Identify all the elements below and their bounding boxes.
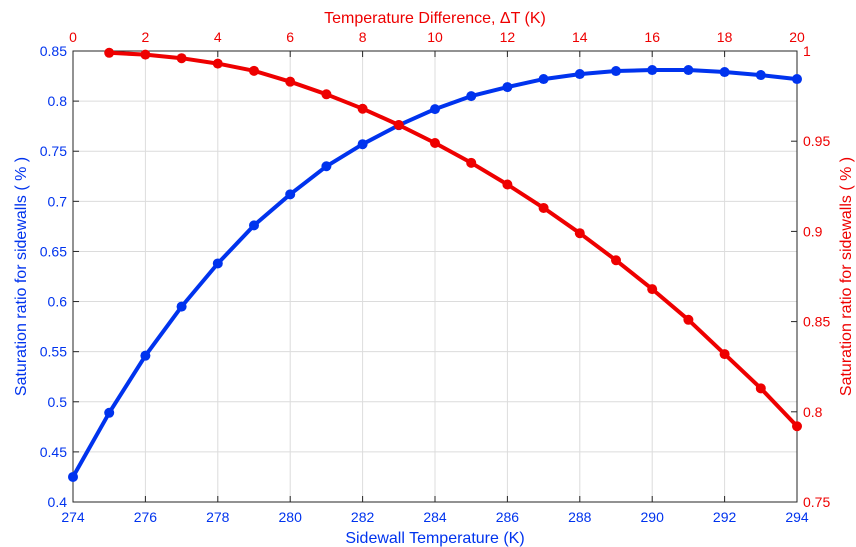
x-top-tick-label: 2 [142, 29, 150, 45]
series-2-point [321, 89, 332, 100]
series-1-point [611, 66, 621, 77]
x-bottom-tick-label: 284 [423, 509, 447, 525]
series-2-point [538, 202, 549, 213]
series-2-point [466, 157, 477, 168]
x-bottom-tick-label: 294 [785, 509, 809, 525]
series-1-point [574, 69, 585, 80]
y-right-tick-label: 0.85 [803, 314, 830, 330]
x-top-tick-label: 14 [572, 29, 588, 45]
x-top-tick-label: 10 [427, 29, 443, 45]
y-right-tick-label: 0.75 [803, 494, 830, 510]
y-axis-right-label: Saturation ratio for sidewalls ( % ) [838, 157, 855, 396]
series-2-point [792, 421, 802, 432]
series-2-point [755, 383, 766, 394]
x-axis-top-label-tail: T (K) [511, 10, 546, 27]
x-bottom-tick-label: 292 [713, 509, 737, 525]
y-left-tick-label: 0.4 [48, 494, 68, 510]
series-1-point [357, 139, 368, 150]
x-axis-top-label-main: Temperature Difference, [324, 10, 500, 27]
x-bottom-tick-label: 286 [496, 509, 520, 525]
series-1-point [502, 82, 513, 93]
series-2-point [357, 103, 368, 114]
series-1-point [430, 104, 440, 115]
series-1-point [538, 74, 549, 85]
series-2-line [107, 50, 799, 429]
series [68, 47, 802, 482]
grid [72, 50, 798, 503]
series-2-point [393, 119, 404, 130]
x-axis-top-label: Temperature Difference, ΔT (K) [324, 10, 546, 27]
series-2-point [574, 228, 585, 239]
series-1-point [104, 407, 115, 418]
series-2-point [719, 349, 730, 360]
series-1-point [68, 471, 78, 482]
x-bottom-tick-label: 280 [279, 509, 303, 525]
series-2-point [140, 49, 151, 60]
series-1-point [176, 301, 187, 312]
series-1-point [792, 74, 802, 85]
x-bottom-tick-label: 290 [641, 509, 665, 525]
series-1-point [212, 258, 223, 269]
y-axis-left-label: Saturation ratio for sidewalls ( % ) [13, 157, 30, 396]
series-1-point [647, 65, 658, 76]
x-axis-bottom-label: Sidewall Temperature (K) [345, 530, 524, 547]
series-1-point [285, 189, 296, 200]
x-top-tick-label: 16 [644, 29, 660, 45]
x-top-tick-label: 12 [500, 29, 516, 45]
y-left-tick-label: 0.8 [48, 93, 68, 109]
x-bottom-tick-label: 288 [568, 509, 592, 525]
series-2-point [430, 138, 440, 149]
y-right-tick-label: 0.9 [803, 223, 823, 239]
series-2-point [611, 255, 621, 266]
x-top-tick-label: 18 [717, 29, 733, 45]
y-right-tick-label: 1 [803, 43, 811, 59]
series-1-point [140, 350, 151, 361]
y-right-tick-label: 0.8 [803, 404, 823, 420]
series-2-point [647, 284, 658, 295]
y-right-tick-label: 0.95 [803, 133, 830, 149]
series-2-point [176, 53, 187, 64]
series-2-point [683, 314, 694, 325]
x-bottom-tick-label: 278 [206, 509, 230, 525]
y-left-tick-label: 0.55 [40, 344, 67, 360]
series-1-point [466, 91, 477, 102]
y-left-tick-label: 0.75 [40, 143, 67, 159]
series-1-point [755, 70, 766, 81]
x-bottom-tick-label: 274 [61, 509, 85, 525]
y-left-tick-label: 0.85 [40, 43, 67, 59]
series-2-point [104, 47, 115, 58]
x-top-tick-label: 8 [359, 29, 367, 45]
x-top-tick-label: 4 [214, 29, 222, 45]
x-bottom-tick-label: 276 [134, 509, 158, 525]
x-bottom-tick-label: 282 [351, 509, 375, 525]
x-top-tick-label: 20 [789, 29, 805, 45]
series-2-point [212, 58, 223, 69]
delta-symbol: Δ [500, 10, 511, 27]
series-1-point [249, 220, 259, 231]
y-left-tick-label: 0.5 [48, 394, 68, 410]
series-2-point [502, 179, 513, 190]
series-2-point [249, 65, 259, 76]
series-1-point [683, 65, 694, 76]
y-left-tick-label: 0.65 [40, 243, 67, 259]
y-left-tick-label: 0.45 [40, 444, 67, 460]
series-2-point [285, 76, 296, 87]
series-1-point [321, 161, 332, 172]
x-top-tick-label: 6 [286, 29, 294, 45]
x-top-tick-label: 0 [69, 29, 77, 45]
y-left-tick-label: 0.6 [48, 294, 68, 310]
series-1-point [719, 67, 730, 78]
y-left-tick-label: 0.7 [48, 193, 68, 209]
